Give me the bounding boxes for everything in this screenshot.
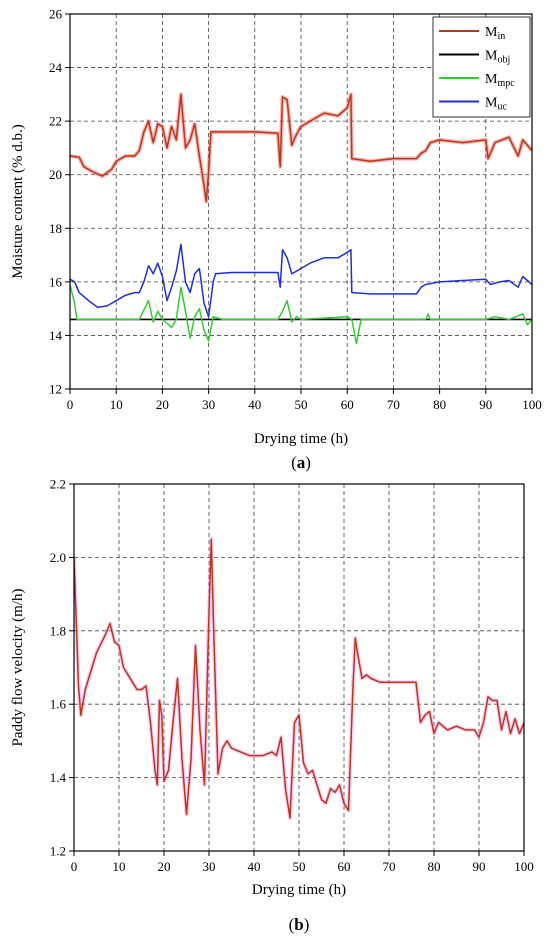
- y-tick-label: 26: [49, 7, 63, 22]
- y-tick-label: 12: [49, 382, 62, 397]
- series-group: [74, 537, 524, 820]
- x-tick-label: 40: [248, 397, 261, 412]
- x-tick-label: 100: [522, 397, 542, 412]
- series-line-in: [70, 93, 532, 203]
- x-tick-label: 90: [479, 397, 492, 412]
- x-tick-label: 60: [338, 859, 351, 874]
- series-line-1-halo: [74, 537, 524, 820]
- series-line-1: [74, 538, 524, 819]
- y-tick-label: 24: [49, 60, 63, 75]
- panel-label: (b): [289, 915, 310, 934]
- x-tick-label: 70: [387, 397, 400, 412]
- x-tick-label: 80: [433, 397, 446, 412]
- x-tick-label: 70: [383, 859, 396, 874]
- x-axis-label: Drying time (h): [254, 431, 348, 447]
- y-axis-label: Moisture content (% d.b.): [10, 124, 26, 279]
- legend-label-obj: Mobj: [485, 49, 510, 66]
- x-axis-label: Drying time (h): [252, 882, 346, 898]
- y-tick-label: 20: [49, 167, 62, 182]
- x-tick-label: 100: [514, 859, 534, 874]
- chart-b-paddy-flow-velocity: 0 10 20 30 40 50 60 70 80 90 100 1.2 1.4 1.6 1.8 2.0 2.2…: [10, 477, 534, 935]
- legend-label-mpc: Mmpc: [485, 72, 515, 89]
- y-tick-label: 22: [49, 114, 62, 129]
- x-tick-label: 10: [110, 397, 123, 412]
- legend: Min Mobj Mmpc Muc: [432, 16, 531, 118]
- panel-label: (a): [291, 453, 311, 472]
- legend-box: [432, 16, 531, 118]
- x-tick-label: 60: [341, 397, 354, 412]
- y-tick-label: 1.4: [50, 770, 67, 785]
- y-tick-label: 1.8: [50, 623, 66, 638]
- x-tick-label: 10: [113, 859, 126, 874]
- x-tick-label: 30: [203, 859, 216, 874]
- x-tick-label: 40: [248, 859, 261, 874]
- x-tick-label: 0: [71, 859, 78, 874]
- series-group: [70, 92, 532, 345]
- series-line-mpc: [70, 284, 532, 345]
- series-line-uc: [70, 243, 532, 318]
- legend-label-uc: Muc: [485, 96, 507, 113]
- x-tick-label: 80: [428, 859, 441, 874]
- x-tick-label: 0: [67, 397, 74, 412]
- y-tick-label: 1.2: [50, 844, 66, 859]
- y-tick-label: 1.6: [50, 697, 67, 712]
- chart-a-moisture-content: 0 10 20 30 40 50 60 70 80 90 100 12 14 16 18 20 22 24 26 Dr…: [10, 7, 542, 473]
- y-tick-label: 16: [49, 274, 63, 289]
- x-tick-label: 20: [156, 397, 169, 412]
- x-tick-label: 20: [158, 859, 171, 874]
- x-tick-label: 30: [202, 397, 215, 412]
- y-tick-label: 2.2: [50, 477, 66, 492]
- x-tick-label: 50: [295, 397, 308, 412]
- legend-label-in: Min: [485, 25, 505, 42]
- y-tick-label: 2.0: [50, 550, 66, 565]
- y-tick-label: 18: [49, 221, 62, 236]
- x-tick-label: 90: [473, 859, 486, 874]
- y-axis-label: Paddy flow velocity (m/h): [10, 589, 26, 747]
- x-tick-label: 50: [293, 859, 306, 874]
- y-tick-label: 14: [49, 328, 63, 343]
